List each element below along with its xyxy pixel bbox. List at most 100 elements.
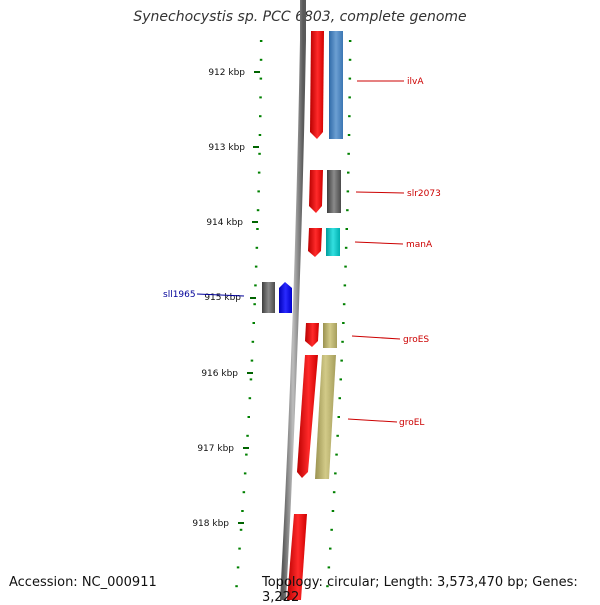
track-dot (255, 246, 259, 249)
track-dot (340, 359, 343, 362)
feature-groES[interactable] (323, 323, 337, 348)
gene-groES[interactable] (305, 323, 401, 348)
track-dot (337, 416, 340, 418)
track-dot (348, 77, 352, 80)
track-dot (253, 303, 256, 306)
track-dot (348, 96, 351, 99)
genome-backbone (280, 0, 306, 600)
track-dot (256, 209, 260, 212)
track-dot (343, 284, 347, 287)
scale-ticks (238, 71, 260, 524)
track-dot (252, 322, 255, 324)
cds-groES[interactable] (305, 323, 319, 347)
track-dot (259, 96, 262, 99)
accession-text: Accession: NC_000911 (9, 575, 157, 590)
tick-label-914: 914 kbp (206, 218, 243, 228)
track-dot (332, 491, 336, 494)
track-dot (326, 585, 329, 588)
track-dot (257, 171, 261, 174)
track-dot (329, 547, 332, 550)
cds-manA[interactable] (308, 228, 322, 257)
gene-label-manA[interactable]: manA (406, 240, 433, 250)
track-dot (336, 434, 339, 437)
track-dot (259, 77, 263, 80)
feature-slr2073[interactable] (327, 170, 341, 213)
tick-label-917: 917 kbp (197, 444, 234, 454)
track-dot (346, 190, 350, 193)
gene-label-sll1965[interactable]: sll1965 (163, 290, 196, 300)
track-dot (247, 416, 250, 418)
track-dot (339, 378, 342, 381)
track-dot (341, 340, 344, 343)
gene-slr2073[interactable] (309, 170, 405, 213)
track-dot (258, 152, 261, 155)
gene-manA[interactable] (308, 228, 404, 257)
track-dot (348, 58, 352, 61)
track-dot (334, 472, 337, 475)
track-dot (347, 134, 351, 136)
track-dot (258, 134, 262, 136)
track-dot (243, 472, 247, 475)
track-dot (331, 510, 335, 512)
track-dot (259, 40, 263, 42)
gene-ilvA[interactable] (310, 31, 404, 139)
tick-label-918: 918 kbp (192, 519, 229, 529)
feature-sll1965[interactable] (262, 282, 275, 313)
track-dot (251, 340, 255, 343)
track-dot (335, 453, 338, 456)
track-dot (254, 265, 258, 268)
cds-ilvA[interactable] (310, 31, 324, 139)
track-dot (249, 378, 253, 381)
track-dot (342, 303, 346, 306)
cds-groEL[interactable] (297, 355, 318, 478)
track-dot (235, 585, 238, 588)
track-dot (248, 397, 252, 400)
track-dot (256, 228, 259, 230)
gene-label-groES[interactable]: groES (403, 335, 429, 345)
cds-sll1965[interactable] (279, 282, 292, 313)
track-dot (347, 152, 350, 155)
tick-label-913: 913 kbp (208, 143, 245, 153)
track-dot (254, 284, 257, 287)
track-dot (344, 265, 347, 268)
track-dot (346, 209, 349, 212)
left-dotted-track (235, 40, 263, 588)
track-dot (344, 246, 348, 249)
track-dot (342, 322, 345, 324)
track-dot (236, 566, 240, 569)
topology-text: Topology: circular; Length: 3,573,470 bp… (262, 575, 578, 605)
gene-label-slr2073[interactable]: slr2073 (407, 189, 441, 199)
track-dot (259, 58, 263, 61)
track-dot (241, 510, 244, 512)
gene-groEL[interactable] (297, 355, 398, 479)
gene-label-groEL[interactable]: groEL (399, 418, 424, 428)
track-dot (238, 547, 241, 550)
track-dot (246, 434, 249, 437)
track-dot (338, 397, 341, 400)
gene-sll1965[interactable] (196, 282, 292, 313)
track-dot (257, 190, 260, 193)
gene-partial-bottom[interactable] (287, 514, 307, 600)
track-dot (245, 453, 248, 456)
cds-slr2073[interactable] (309, 170, 323, 213)
track-dot (242, 491, 246, 494)
tick-label-916: 916 kbp (201, 369, 238, 379)
track-dot (345, 228, 348, 230)
track-dot (250, 359, 254, 362)
feature-groEL[interactable] (315, 355, 336, 479)
track-dot (327, 566, 331, 569)
tick-label-915: 915 kbp (204, 293, 241, 303)
feature-ilvA[interactable] (329, 31, 343, 139)
track-dot (348, 40, 352, 42)
gene-label-ilvA[interactable]: ilvA (407, 77, 424, 87)
track-dot (239, 528, 243, 531)
tick-label-912: 912 kbp (208, 68, 245, 78)
cds-partial-bottom[interactable] (287, 514, 307, 600)
track-dot (348, 115, 351, 118)
track-dot (259, 115, 262, 118)
track-dot (330, 528, 333, 531)
feature-manA[interactable] (326, 228, 340, 256)
track-dot (347, 171, 350, 174)
right-dotted-track (326, 40, 352, 588)
